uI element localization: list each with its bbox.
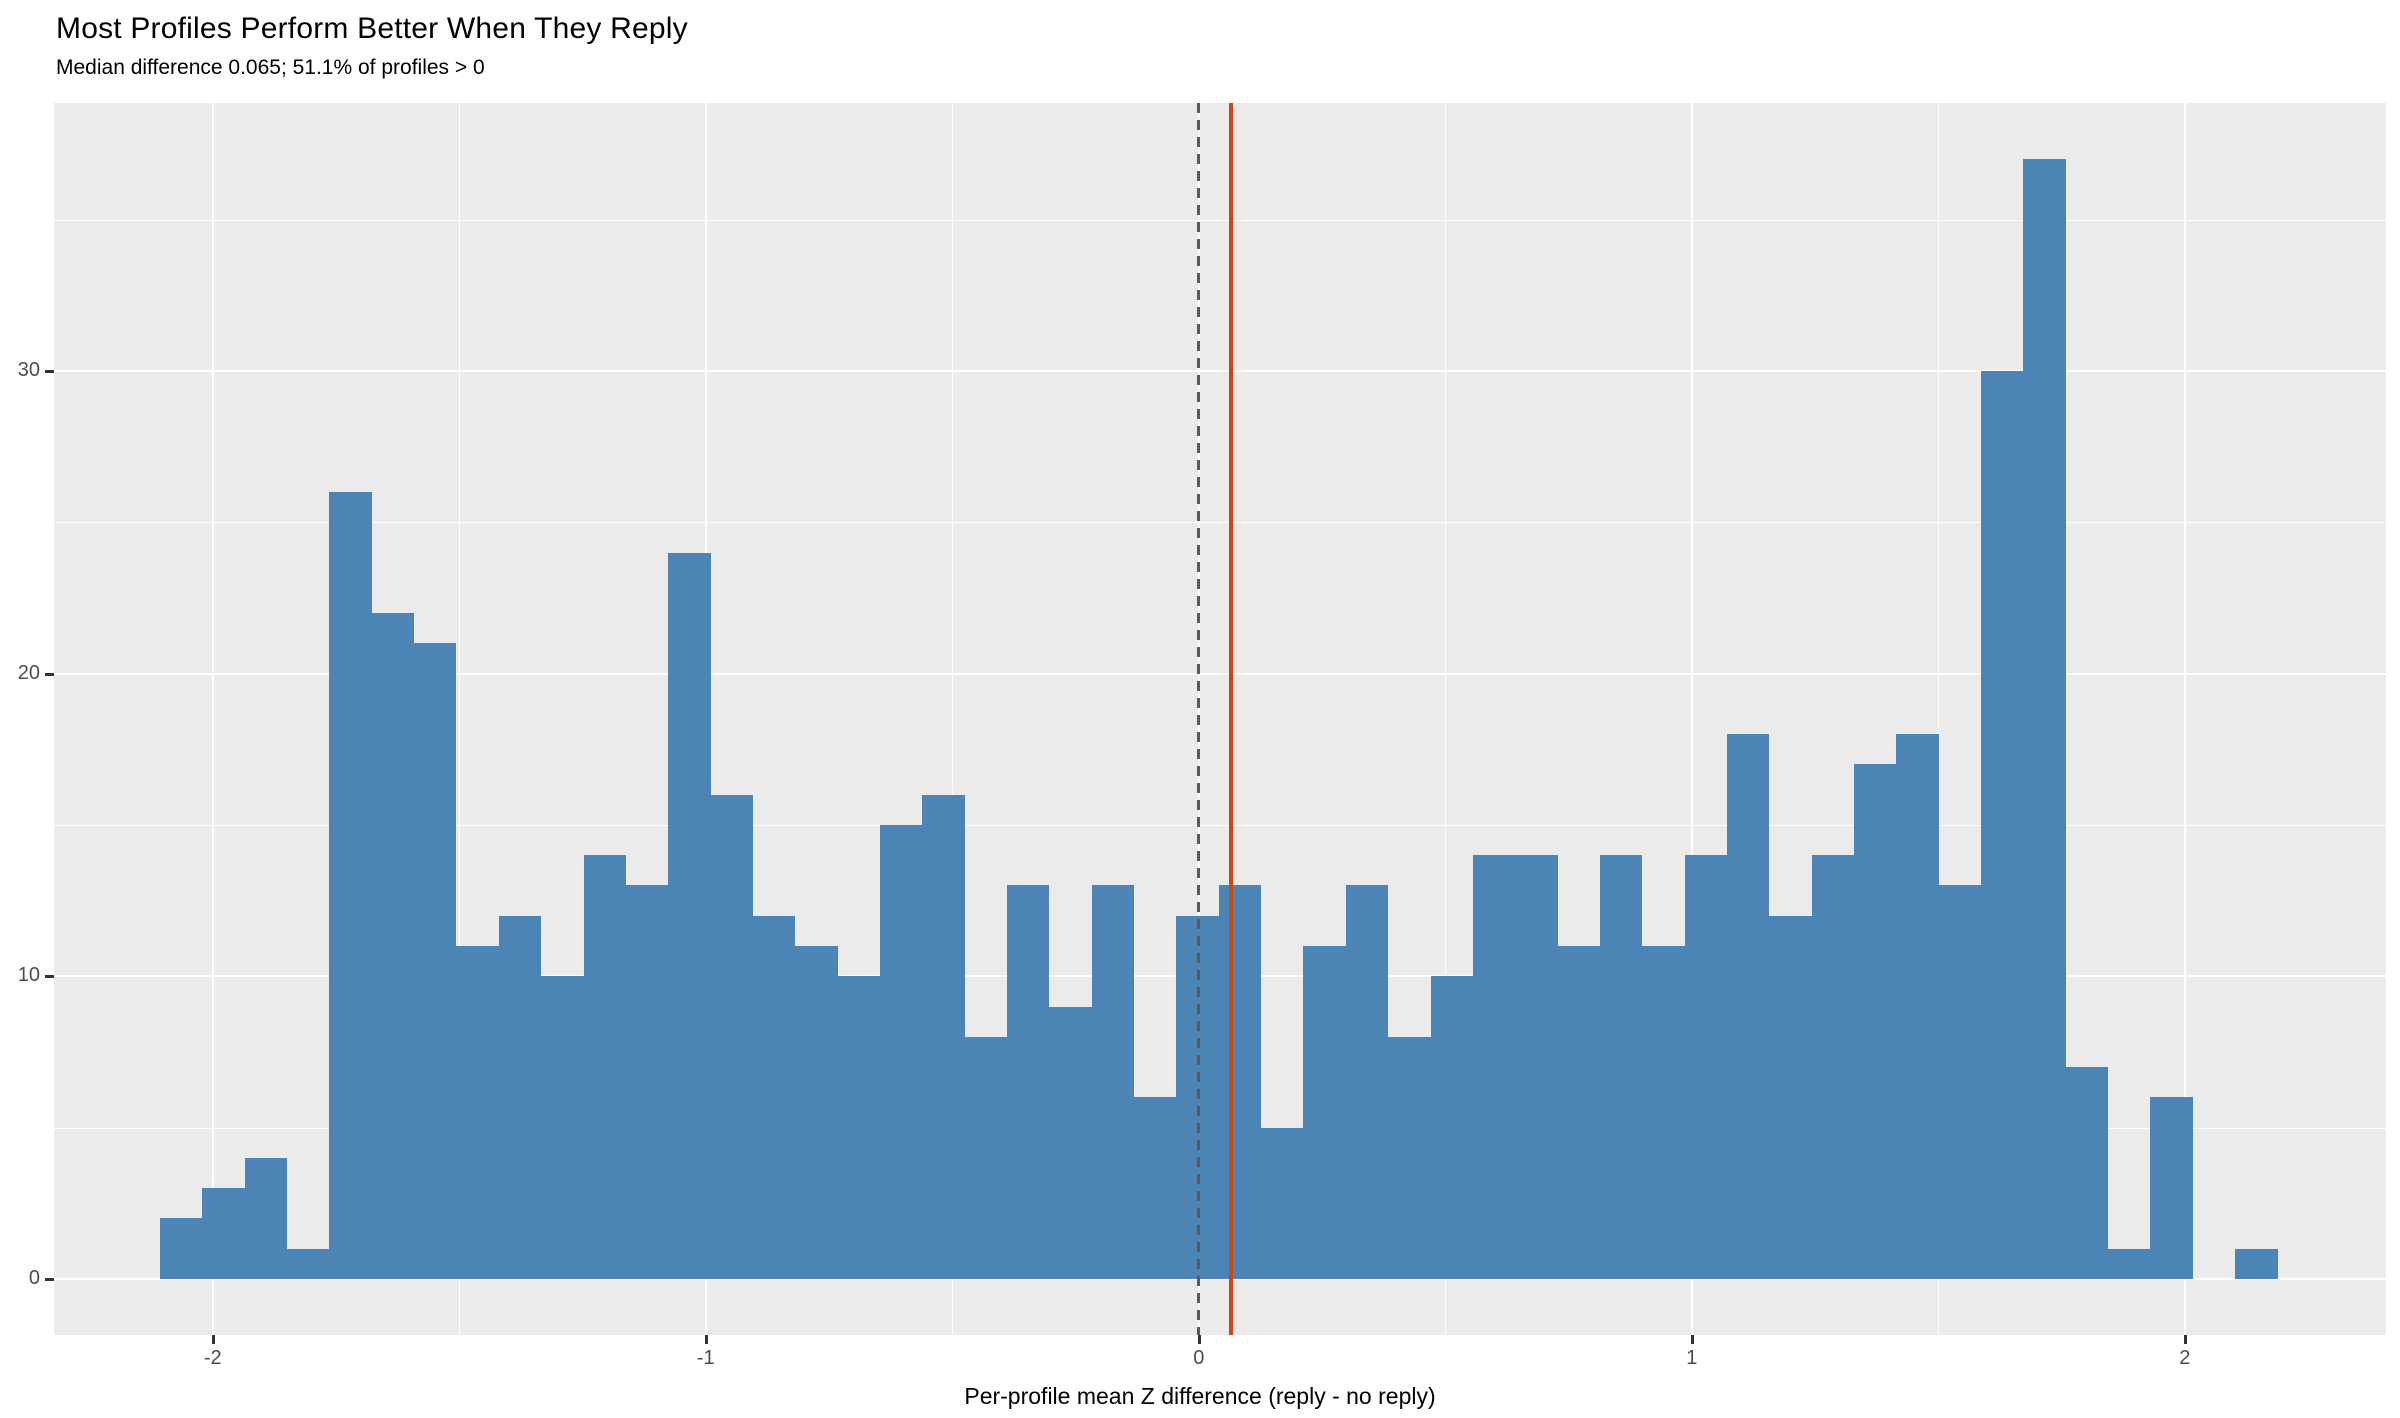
gridline-minor-y: [54, 522, 2386, 523]
x-tick-label: -2: [203, 1347, 222, 1369]
histogram-bar: [2108, 1248, 2150, 1279]
histogram-bar: [711, 794, 753, 1279]
y-tick-label: 20: [17, 661, 40, 684]
histogram-bar: [1558, 946, 1600, 1279]
y-tick-mark: [45, 672, 54, 676]
histogram-bar: [160, 1218, 202, 1279]
histogram-bar: [2235, 1248, 2278, 1279]
gridline-minor-x: [1445, 103, 1446, 1335]
plot-panel: [54, 103, 2386, 1335]
histogram-bar: [1431, 976, 1473, 1279]
gridline-major-y: [54, 673, 2386, 675]
median-reference-line: [1228, 103, 1233, 1335]
histogram-bar: [2066, 1067, 2108, 1279]
gridline-major-x: [1691, 103, 1693, 1335]
histogram-bar: [1896, 734, 1939, 1279]
histogram-bar: [1685, 855, 1727, 1279]
x-tick-mark: [1690, 1335, 1694, 1344]
histogram-bar: [414, 643, 456, 1279]
histogram-bar: [1261, 1127, 1303, 1279]
histogram-bar: [1854, 764, 1896, 1279]
gridline-major-x: [2184, 103, 2186, 1335]
zero-reference-line: [1197, 103, 1201, 1335]
gridline-minor-x: [952, 103, 953, 1335]
histogram-bar: [202, 1188, 245, 1279]
histogram-bar: [1727, 734, 1769, 1279]
histogram-bar: [753, 915, 795, 1279]
histogram-bar: [1515, 855, 1558, 1279]
histogram-bar: [1346, 885, 1388, 1279]
histogram-bar: [499, 915, 541, 1279]
histogram-bar: [329, 491, 372, 1279]
histogram-bar: [1600, 855, 1642, 1279]
y-tick-label: 0: [28, 1267, 40, 1289]
histogram-bar: [372, 613, 414, 1279]
y-tick-mark: [45, 975, 54, 979]
gridline-major-x: [212, 103, 214, 1335]
histogram-bar: [2150, 1097, 2193, 1279]
histogram-bar: [456, 946, 499, 1279]
histogram-bar: [1388, 1036, 1431, 1279]
y-tick-label: 10: [17, 964, 40, 987]
histogram-bar: [1303, 946, 1346, 1279]
histogram-bar: [1981, 370, 2023, 1279]
plot-subtitle: Median difference 0.065; 51.1% of profil…: [56, 56, 485, 79]
histogram-bar: [1939, 885, 1981, 1279]
gridline-major-y: [54, 370, 2386, 372]
histogram-bar: [1473, 855, 1515, 1279]
histogram-bar: [1007, 885, 1049, 1279]
x-axis-title: Per-profile mean Z difference (reply - n…: [964, 1383, 1436, 1409]
page-title: Most Profiles Perform Better When They R…: [56, 12, 688, 45]
histogram-bar: [668, 552, 711, 1279]
histogram-bar: [795, 946, 838, 1279]
gridline-major-y: [54, 1278, 2386, 1280]
x-tick-mark: [2183, 1335, 2187, 1344]
histogram-bar: [1092, 885, 1134, 1279]
histogram-bar: [1219, 885, 1261, 1279]
x-tick-mark: [211, 1335, 215, 1344]
histogram-bar: [541, 976, 584, 1279]
x-tick-label: 2: [2179, 1347, 2191, 1369]
x-tick-mark: [1197, 1335, 1201, 1344]
histogram-bar: [584, 855, 626, 1279]
histogram-bar: [922, 794, 965, 1279]
histogram-bar: [1049, 1006, 1092, 1279]
gridline-minor-y: [54, 825, 2386, 826]
gridline-minor-y: [54, 220, 2386, 221]
histogram-bar: [880, 824, 922, 1279]
x-tick-label: -1: [696, 1347, 715, 1369]
gridline-minor-x: [459, 103, 460, 1335]
y-tick-mark: [45, 1278, 54, 1281]
x-tick-label: 1: [1686, 1347, 1698, 1369]
y-tick-mark: [45, 369, 54, 373]
histogram-bar: [2023, 159, 2066, 1279]
histogram-bar: [838, 976, 880, 1279]
histogram-bar: [1642, 946, 1685, 1279]
histogram-bar: [1134, 1097, 1176, 1279]
histogram-bar: [626, 885, 668, 1279]
gridline-minor-x: [1938, 103, 1939, 1335]
histogram-bar: [965, 1036, 1007, 1279]
histogram-bar: [1812, 855, 1854, 1279]
histogram-bar: [1769, 915, 1812, 1279]
histogram-bar: [245, 1157, 287, 1279]
y-tick-label: 30: [17, 358, 40, 381]
x-tick-mark: [704, 1335, 708, 1344]
histogram-bar: [287, 1248, 329, 1279]
x-tick-label: 0: [1193, 1347, 1205, 1369]
